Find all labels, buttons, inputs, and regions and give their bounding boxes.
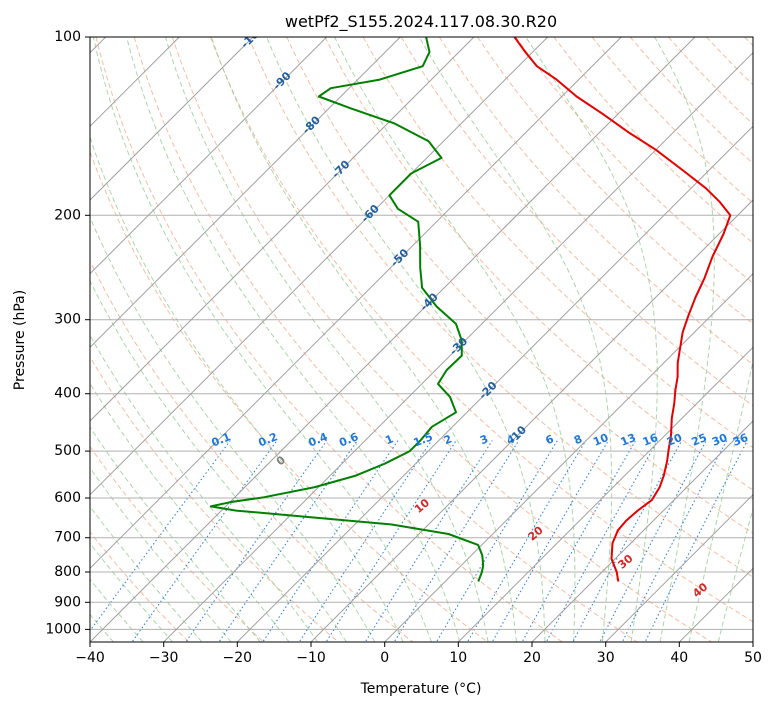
mixing-ratio-line <box>262 440 399 642</box>
dewpoint-profile <box>209 37 485 582</box>
mixing-ratio-label: 3 <box>478 432 490 447</box>
moist-adiabat-line <box>90 467 232 642</box>
x-tick-label: 20 <box>523 650 541 666</box>
mixing-ratio-label: 16 <box>641 431 660 449</box>
moist-adiabat-line <box>210 37 517 642</box>
moist-adiabat-line <box>266 37 546 642</box>
isotherm-line <box>310 199 753 642</box>
x-tick-label: −10 <box>296 650 326 666</box>
moist-adiabat-line <box>90 426 261 642</box>
y-tick-label: 500 <box>54 443 81 459</box>
dry-adiabat-line <box>90 150 489 642</box>
x-tick-label: 30 <box>597 650 615 666</box>
dry-adiabat-line <box>324 37 753 491</box>
isotherms <box>90 37 753 642</box>
y-tick-label: 800 <box>54 564 81 580</box>
mixing-ratio-label: 2 <box>442 432 454 447</box>
dry-adiabat-line <box>248 37 753 578</box>
y-tick-label: 700 <box>54 530 81 546</box>
mixing-ratio-line <box>325 440 457 642</box>
isotherm-line <box>90 37 475 422</box>
y-axis-label: Pressure (hPa) <box>12 290 28 390</box>
mixing-ratio-label: 36 <box>731 431 750 449</box>
pressure-gridlines <box>90 37 753 630</box>
moist-adiabat-line <box>334 37 576 642</box>
x-tick-label: −40 <box>75 650 105 666</box>
moist-adiabats <box>90 37 753 642</box>
dry-adiabat-line <box>133 37 638 642</box>
mixing-ratio-line <box>435 440 558 642</box>
isotherm-line <box>90 37 549 496</box>
x-tick-label: 0 <box>380 650 389 666</box>
x-tick-label: −30 <box>149 650 179 666</box>
sounding-series <box>209 37 732 582</box>
isotherm-line <box>90 37 254 201</box>
y-tick-label: 200 <box>54 207 81 223</box>
moist-adiabat-line <box>164 37 489 642</box>
isotherm-line <box>384 272 753 642</box>
mixing-ratio-label: 25 <box>690 431 709 449</box>
temperature-profile <box>513 37 732 582</box>
isotherm-line <box>90 37 328 275</box>
moist-adiabat-line <box>90 334 319 642</box>
mixing-ratio-label: 30 <box>710 431 729 449</box>
mixing-ratio-line <box>185 440 328 642</box>
y-tick-label: 100 <box>54 29 81 45</box>
moist-adiabat-line <box>90 382 290 642</box>
mixing-ratio-label: 20 <box>665 431 684 449</box>
y-tick-label: 600 <box>54 490 81 506</box>
x-tick-label: −20 <box>223 650 253 666</box>
chart-title: wetPf2_S155.2024.117.08.30.R20 <box>285 12 557 32</box>
mixing-ratio-line <box>298 440 432 642</box>
x-tick-label: 40 <box>670 650 688 666</box>
isotherm-line <box>90 37 696 642</box>
mixing-ratio-line <box>521 440 637 642</box>
moist-adiabat-line <box>92 37 432 642</box>
y-tick-label: 900 <box>54 594 81 610</box>
moist-adiabat-line <box>90 215 376 642</box>
isotherm-line <box>90 37 401 349</box>
mixing-ratio-line <box>545 440 659 642</box>
moist-adiabat-line <box>126 37 461 642</box>
mixing-ratio-line <box>364 440 493 642</box>
mixing-ratio-line <box>621 440 728 642</box>
isotherm-line <box>236 125 753 642</box>
plot-frame <box>89 36 754 643</box>
mixing-ratio-label: 8 <box>572 432 584 447</box>
isotherm-line <box>90 37 622 570</box>
moist-adiabat-line <box>717 506 753 642</box>
mixing-ratio-label: 10 <box>591 431 610 449</box>
mixing-ratio-label: 1 <box>383 432 395 447</box>
isotherm-line <box>457 346 753 642</box>
x-tick-label: 50 <box>744 650 762 666</box>
moist-adiabat-line <box>90 135 404 642</box>
mixing-ratio-line <box>572 440 683 642</box>
mixing-ratio-line <box>599 440 707 642</box>
x-tick-label: 10 <box>449 650 467 666</box>
isotherm-line <box>531 420 753 642</box>
moist-adiabat-line <box>654 37 715 642</box>
isotherm-line <box>163 51 753 642</box>
y-tick-label: 1000 <box>45 621 81 637</box>
x-axis-label: Temperature (°C) <box>360 681 482 697</box>
moist-adiabat-line <box>525 37 658 642</box>
x-axis-ticks: −40 −30 −20 −10 0 10 20 30 40 50 <box>75 642 762 666</box>
mixing-ratio-line <box>491 440 609 642</box>
mixing-ratio-label: 13 <box>619 431 638 449</box>
y-axis-ticks: 100 200 300 400 500 600 700 800 900 1000 <box>45 29 90 637</box>
moist-adiabat-line <box>688 358 753 642</box>
moist-adiabat-line <box>418 37 613 642</box>
y-tick-label: 300 <box>54 312 81 328</box>
mixing-ratio-line <box>131 440 278 642</box>
isotherm-line <box>605 493 753 642</box>
y-tick-label: 400 <box>54 386 81 402</box>
